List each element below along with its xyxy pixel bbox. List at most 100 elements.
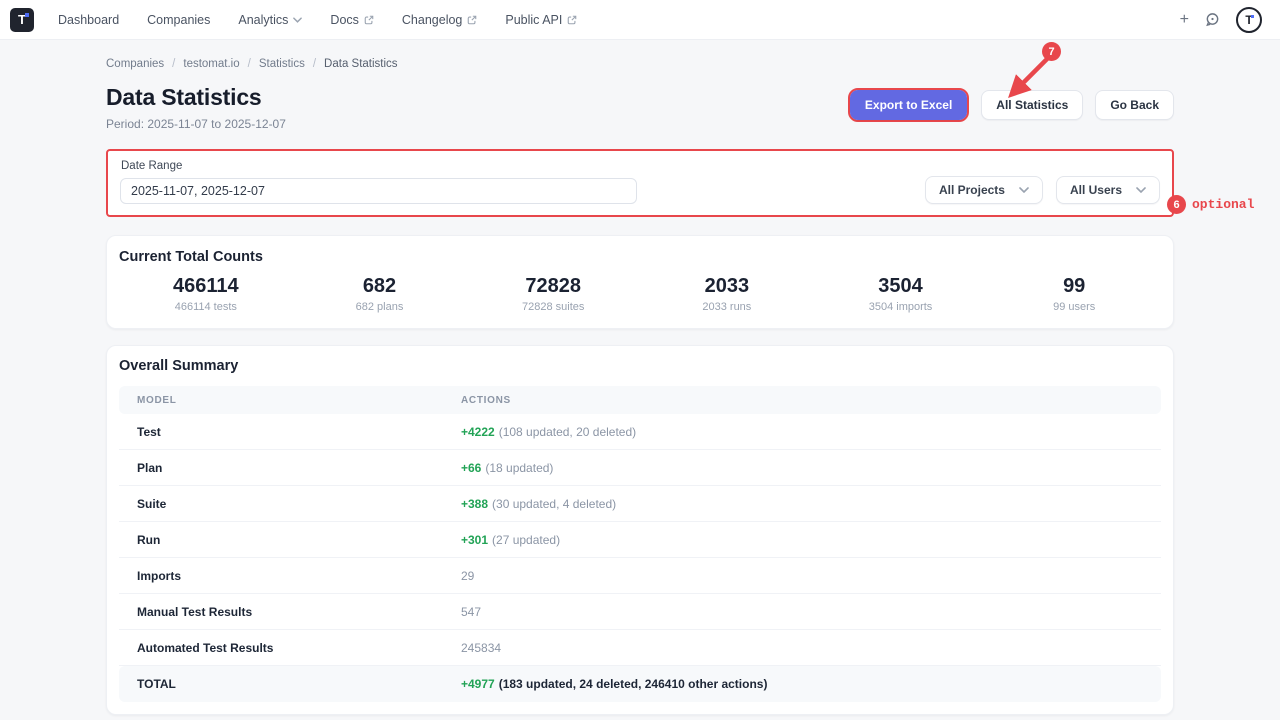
breadcrumb-item-company[interactable]: testomat.io	[183, 58, 240, 70]
table-row-plan: Plan +66 (18 updated)	[119, 450, 1161, 486]
stat-label: 2033 runs	[702, 301, 752, 313]
annotation-export-outline: Export to Excel	[847, 88, 970, 122]
external-link-icon	[468, 15, 477, 24]
totals-card: Current Total Counts 466114 466114 tests…	[106, 235, 1174, 329]
stat-item-users: 99 99 users	[987, 275, 1161, 313]
nav-item-public-api[interactable]: Public API	[505, 13, 577, 27]
summary-table: MODEL ACTIONS Test +4222 (108 updated, 20…	[119, 386, 1161, 702]
row-model: Plan	[137, 460, 163, 475]
projects-dropdown-value: All Projects	[938, 183, 1005, 197]
breadcrumb-item-current: Data Statistics	[324, 58, 398, 70]
row-model: Test	[137, 424, 161, 439]
table-row-manual-test-results: Manual Test Results 547	[119, 594, 1161, 630]
go-back-button[interactable]: Go Back	[1095, 90, 1174, 120]
chat-support-icon[interactable]	[1205, 12, 1220, 27]
nav-item-label: Public API	[505, 12, 563, 27]
table-row-test: Test +4222 (108 updated, 20 deleted)	[119, 414, 1161, 450]
add-button[interactable]: +	[1179, 10, 1189, 28]
row-delta: +388	[461, 496, 489, 511]
breadcrumb: Companies / testomat.io / Statistics / D…	[106, 58, 1174, 70]
table-row-run: Run +301 (27 updated)	[119, 522, 1161, 558]
row-note: (27 updated)	[492, 532, 561, 547]
stat-value: 99	[1063, 275, 1086, 297]
projects-dropdown[interactable]: All Projects	[924, 176, 1043, 204]
main-content: Companies / testomat.io / Statistics / D…	[106, 58, 1174, 720]
breadcrumb-separator: /	[247, 58, 251, 70]
row-model: Imports	[137, 568, 182, 583]
nav-links: Dashboard Companies Analytics Docs Chang…	[58, 13, 577, 27]
date-range-label: Date Range	[121, 160, 183, 172]
nav-item-label: Changelog	[401, 12, 463, 27]
row-delta: +301	[461, 532, 489, 547]
table-row-imports: Imports 29	[119, 558, 1161, 594]
app-logo-letter: T	[18, 12, 26, 27]
user-avatar-letter: T	[1245, 12, 1253, 27]
annotation-optional-label: optional	[1192, 197, 1255, 212]
totals-heading: Current Total Counts	[119, 249, 263, 265]
row-delta: +4977	[461, 677, 495, 691]
row-model: Automated Test Results	[137, 640, 274, 655]
annotation-step-7-badge: 7	[1042, 42, 1061, 61]
stat-value: 72828	[525, 275, 581, 297]
stat-label: 682 plans	[355, 301, 404, 313]
column-header-model: MODEL	[137, 394, 177, 406]
stat-value: 466114	[173, 275, 239, 297]
nav-item-label: Analytics	[238, 12, 289, 27]
row-note: 29	[461, 568, 475, 583]
stat-item-plans: 682 682 plans	[293, 275, 467, 313]
navbar-right: + T	[1179, 6, 1270, 33]
page-period: Period: 2025-11-07 to 2025-12-07	[106, 117, 286, 131]
row-note: (108 updated, 20 deleted)	[498, 424, 637, 439]
stat-value: 3504	[878, 275, 923, 297]
row-note: (183 updated, 24 deleted, 246410 other a…	[498, 677, 768, 691]
navbar: T Dashboard Companies Analytics Docs Cha…	[0, 0, 1280, 40]
row-model: TOTAL	[137, 677, 176, 691]
breadcrumb-separator: /	[312, 58, 317, 70]
stat-label: 466114 tests	[174, 301, 237, 313]
breadcrumb-item-statistics[interactable]: Statistics	[258, 58, 305, 70]
summary-heading: Overall Summary	[119, 358, 239, 374]
nav-item-analytics[interactable]: Analytics	[238, 12, 303, 27]
summary-card: Overall Summary MODEL ACTIONS Test +4222…	[106, 345, 1174, 715]
chevron-down-icon	[1136, 187, 1146, 193]
stat-value: 682	[362, 275, 397, 297]
date-range-input[interactable]	[120, 178, 637, 204]
page-title: Data Statistics	[106, 84, 262, 110]
external-link-icon	[364, 15, 374, 24]
table-row-automated-test-results: Automated Test Results 245834	[119, 630, 1161, 666]
page-title-block: Data Statistics Period: 2025-11-07 to 20…	[106, 84, 286, 131]
column-header-actions: ACTIONS	[461, 394, 511, 406]
stat-label: 3504 imports	[868, 301, 933, 313]
row-note: (18 updated)	[485, 460, 554, 475]
export-to-excel-button[interactable]: Export to Excel	[849, 90, 968, 120]
nav-item-companies[interactable]: Companies	[147, 13, 210, 27]
row-note: 547	[461, 604, 482, 619]
filter-card: Date Range All Projects All Users	[106, 149, 1174, 217]
row-note: 245834	[461, 640, 502, 655]
stat-value: 2033	[704, 275, 750, 297]
app-logo[interactable]: T	[10, 7, 34, 32]
stat-item-imports: 3504 3504 imports	[814, 275, 988, 313]
header-actions: Export to Excel All Statistics Go Back	[847, 88, 1174, 122]
nav-item-dashboard[interactable]: Dashboard	[58, 13, 119, 27]
users-dropdown[interactable]: All Users	[1055, 176, 1160, 204]
breadcrumb-separator: /	[172, 58, 176, 70]
user-avatar-accent	[1251, 14, 1254, 18]
breadcrumb-item-companies[interactable]: Companies	[106, 58, 165, 70]
row-delta: +4222	[461, 424, 495, 439]
all-statistics-button[interactable]: All Statistics	[981, 90, 1084, 120]
row-model: Manual Test Results	[137, 604, 253, 619]
annotation-arrow	[1008, 55, 1051, 98]
external-link-icon	[568, 15, 577, 24]
users-dropdown-value: All Users	[1069, 183, 1122, 197]
nav-item-docs[interactable]: Docs	[330, 12, 374, 27]
nav-item-label: Docs	[330, 12, 359, 27]
row-delta: +66	[461, 460, 482, 475]
user-avatar[interactable]: T	[1236, 6, 1262, 33]
stat-label: 99 users	[1053, 301, 1096, 313]
page-header: Data Statistics Period: 2025-11-07 to 20…	[106, 84, 1174, 131]
table-header-row: MODEL ACTIONS	[119, 386, 1161, 414]
nav-item-changelog[interactable]: Changelog	[402, 13, 477, 27]
stat-label: 72828 suites	[521, 301, 585, 313]
